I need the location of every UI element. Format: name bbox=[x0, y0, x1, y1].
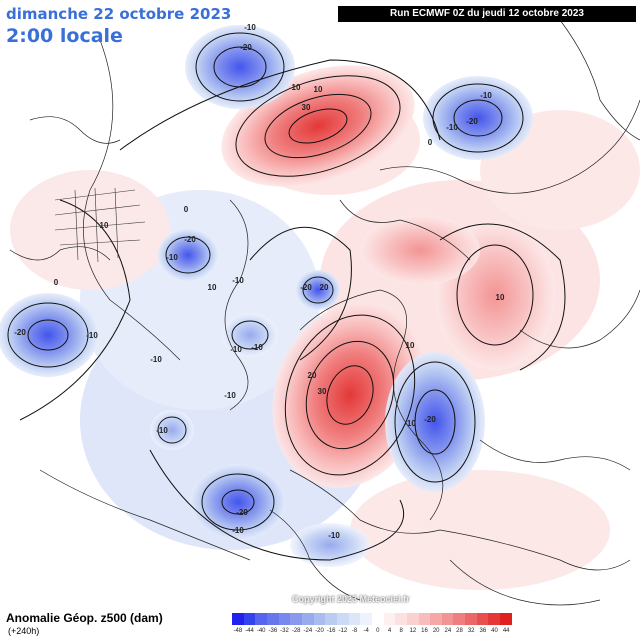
legend-tick-label: 28 bbox=[456, 628, 463, 634]
contour-value-label: 20 bbox=[320, 283, 329, 292]
legend-tick-label: 12 bbox=[409, 628, 417, 634]
contour-value-label: -10 bbox=[230, 345, 242, 354]
contour-value-label: -10 bbox=[446, 123, 458, 132]
legend-tick-label: 0 bbox=[376, 628, 380, 634]
legend-tick-label: 20 bbox=[432, 628, 440, 634]
legend-tick-label: -48 bbox=[233, 628, 243, 634]
legend-tick-label: 36 bbox=[479, 628, 487, 634]
contour-value-label: 0 bbox=[428, 138, 433, 147]
map-title: Anomalie Géop. z500 (dam) bbox=[6, 611, 163, 625]
contour-value-label: 0 bbox=[184, 205, 189, 214]
legend-tick-label: -40 bbox=[256, 628, 266, 634]
contour-value-label: -10 bbox=[244, 23, 256, 32]
contour-value-label: -10 bbox=[232, 276, 244, 285]
contour-value-label: 10 bbox=[208, 283, 217, 292]
state-borders bbox=[54, 187, 146, 263]
contour-value-label: -20 bbox=[14, 328, 26, 337]
contour-value-label: -10 bbox=[224, 391, 236, 400]
contour-value-label: 10 bbox=[292, 83, 301, 92]
contour-value-label: -10 bbox=[86, 331, 98, 340]
legend-swatch bbox=[395, 613, 407, 625]
contour-value-label: -10 bbox=[166, 253, 178, 262]
contour-value-label: -10 bbox=[480, 91, 492, 100]
legend-tick-label: -24 bbox=[303, 628, 313, 634]
legend-swatch bbox=[360, 613, 372, 625]
legend-swatch bbox=[266, 613, 279, 625]
legend-swatch bbox=[313, 613, 326, 625]
contour-value-label: 10 bbox=[406, 341, 415, 350]
legend-tick-label: -16 bbox=[326, 628, 336, 634]
legend-swatch bbox=[476, 613, 489, 625]
anomaly-centers bbox=[0, 25, 555, 567]
legend-tick-label: -8 bbox=[351, 628, 358, 634]
legend-swatch bbox=[348, 613, 361, 625]
legend-swatch bbox=[371, 613, 384, 625]
legend-tick-label: -20 bbox=[315, 628, 324, 634]
contour-value-label: -20 bbox=[466, 117, 478, 126]
contour-value-label: -10 bbox=[251, 343, 263, 352]
legend-tick-label: 44 bbox=[502, 628, 510, 634]
contour-value-label: -10 bbox=[150, 355, 162, 364]
contour-value-label: -20 bbox=[236, 508, 248, 517]
legend-tick-label: -36 bbox=[268, 628, 278, 634]
legend-tick-label: -28 bbox=[291, 628, 301, 634]
legend-swatch bbox=[500, 613, 512, 625]
contour-value-label: -10 bbox=[232, 526, 244, 535]
legend-swatch bbox=[325, 613, 337, 625]
legend-tick-label: 16 bbox=[421, 628, 428, 634]
legend-swatch bbox=[488, 613, 501, 625]
forecast-lead-time: (+240h) bbox=[8, 626, 40, 636]
legend-tick-label: 8 bbox=[399, 628, 403, 634]
legend-tick-label: 32 bbox=[467, 628, 475, 634]
legend-labels: -48 -44 -40 -36 -32 -28 -24 -20 -16 -12 -8 -4 0 4 8 12 1… bbox=[232, 628, 512, 638]
legend-swatch bbox=[278, 613, 291, 625]
legend-tick-label: -4 bbox=[363, 628, 369, 634]
legend-tick-label: -12 bbox=[338, 628, 348, 634]
legend-swatch bbox=[290, 613, 302, 625]
legend-tick-label: 40 bbox=[491, 628, 498, 634]
run-info-banner: Run ECMWF 0Z du jeudi 12 octobre 2023 bbox=[338, 6, 636, 22]
legend-swatch bbox=[430, 613, 442, 625]
legend-swatch bbox=[441, 613, 454, 625]
legend-tick-label: 24 bbox=[444, 628, 452, 634]
forecast-time: 2:00 locale bbox=[6, 25, 123, 47]
copyright-text: Copyright 2023 Meteociel.fr bbox=[292, 594, 410, 604]
contour-value-label: 30 bbox=[318, 387, 327, 396]
legend-swatch bbox=[232, 613, 244, 625]
contour-value-label: -20 bbox=[184, 235, 196, 244]
legend-swatch bbox=[465, 613, 477, 625]
contour-value-label: 20 bbox=[308, 371, 317, 380]
legend-swatch bbox=[383, 613, 396, 625]
contour-value-label: -20 bbox=[424, 415, 436, 424]
legend-swatch bbox=[255, 613, 267, 625]
legend-tick-label: -32 bbox=[280, 628, 289, 634]
legend-swatch bbox=[301, 613, 314, 625]
contour-value-label: 10 bbox=[496, 293, 505, 302]
forecast-date: dimanche 22 octobre 2023 bbox=[6, 5, 232, 23]
legend-swatch bbox=[418, 613, 431, 625]
legend-swatch bbox=[453, 613, 466, 625]
color-legend bbox=[232, 613, 512, 625]
legend-swatch bbox=[243, 613, 256, 625]
contour-value-label: -10 bbox=[404, 419, 416, 428]
contour-value-label: 0 bbox=[54, 278, 59, 287]
contour-value-label: -10 bbox=[328, 531, 340, 540]
contour-value-label: -10 bbox=[156, 426, 168, 435]
contour-value-label: 10 bbox=[100, 221, 109, 230]
legend-swatch bbox=[336, 613, 349, 625]
contour-value-label: 30 bbox=[302, 103, 311, 112]
contour-value-label: -20 bbox=[240, 43, 252, 52]
legend-tick-label: 4 bbox=[387, 628, 392, 634]
legend-tick-label: -44 bbox=[245, 628, 254, 634]
contour-value-label: -20 bbox=[300, 283, 312, 292]
legend-swatch bbox=[406, 613, 419, 625]
contour-value-label: 10 bbox=[314, 85, 323, 94]
contour-lines bbox=[7, 32, 566, 561]
